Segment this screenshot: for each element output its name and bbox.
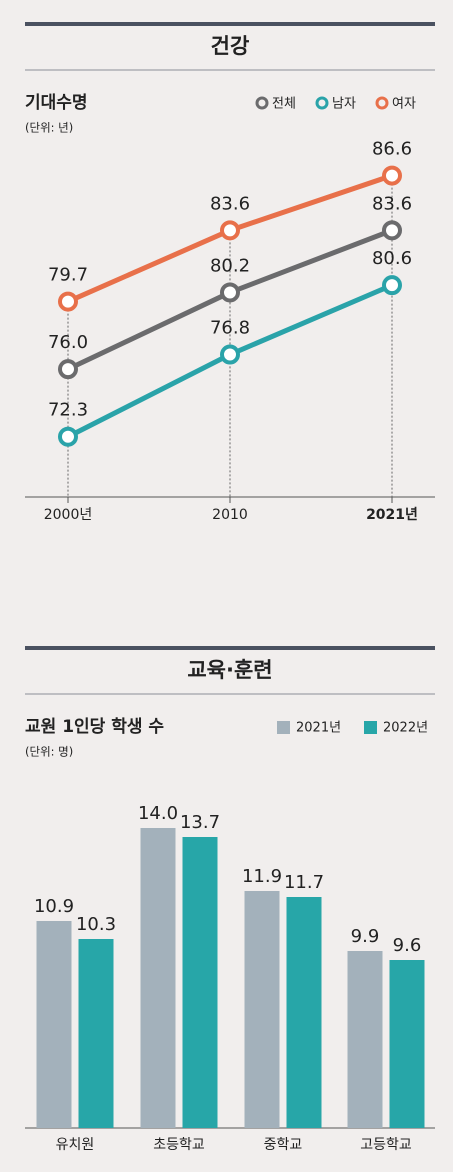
x-tick-label: 2021년 (366, 507, 418, 523)
value-label: 83.6 (210, 193, 250, 214)
value-label: 80.2 (210, 255, 250, 276)
bar (140, 828, 176, 1128)
point (382, 220, 402, 241)
value-label: 86.6 (372, 139, 412, 160)
legend-marker (375, 96, 389, 110)
x-tick-label: 중학교 (264, 1137, 303, 1153)
legend-label: 여자 (392, 97, 416, 112)
chart-title: 교원 1인당 학생 수 (25, 717, 164, 737)
x-tick-label: 초등학교 (153, 1137, 205, 1153)
x-tick-label: 2000년 (44, 507, 93, 523)
point (220, 344, 240, 365)
value-label: 80.6 (372, 248, 412, 269)
bar (36, 921, 72, 1128)
point (58, 426, 78, 447)
chart-subtitle: (단위: 명) (25, 745, 73, 759)
bar (347, 951, 383, 1128)
point (382, 165, 402, 186)
bar (78, 939, 114, 1128)
x-tick-label: 고등학교 (360, 1137, 412, 1153)
value-label: 79.7 (48, 265, 88, 286)
chart-title: 기대수명 (25, 93, 88, 113)
value-label: 10.3 (76, 914, 116, 935)
section-heading: 건강 (211, 34, 250, 58)
value-label: 13.7 (180, 812, 220, 833)
value-label: 83.6 (372, 193, 412, 214)
value-label: 72.3 (48, 400, 88, 421)
x-tick-label: 유치원 (56, 1137, 95, 1153)
value-label: 76.0 (48, 332, 88, 353)
bar (389, 960, 425, 1128)
bar (286, 897, 322, 1128)
legend-marker (315, 96, 329, 110)
legend-label: 2021년 (296, 721, 341, 736)
bar (244, 891, 280, 1128)
value-label: 76.8 (210, 318, 250, 339)
legend-swatch (277, 721, 290, 734)
point (220, 220, 240, 241)
value-label: 11.9 (242, 866, 282, 887)
x-tick-label: 2010 (212, 507, 248, 523)
point (58, 291, 78, 312)
bar (182, 837, 218, 1128)
value-label: 9.6 (393, 935, 422, 956)
chart-subtitle: (단위: 년) (25, 121, 73, 135)
value-label: 9.9 (351, 926, 380, 947)
value-label: 10.9 (34, 896, 74, 917)
point (220, 282, 240, 303)
value-label: 11.7 (284, 872, 324, 893)
point (382, 275, 402, 296)
section-heading: 교육·훈련 (187, 658, 272, 682)
value-label: 14.0 (138, 803, 178, 824)
legend-swatch (364, 721, 377, 734)
legend-label: 전체 (272, 97, 296, 112)
legend-label: 남자 (332, 97, 356, 112)
legend-label: 2022년 (383, 721, 428, 736)
legend-marker (255, 96, 269, 110)
point (58, 359, 78, 380)
